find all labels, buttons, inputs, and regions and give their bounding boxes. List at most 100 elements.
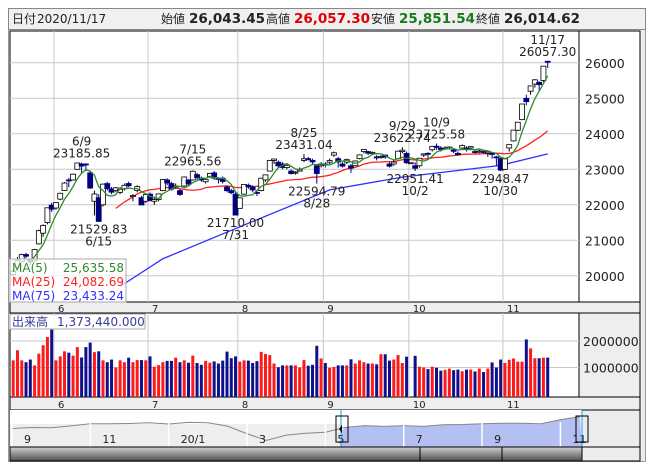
volume-bar (516, 361, 520, 397)
candle (249, 186, 256, 191)
open-value: 26,043.45 (189, 11, 266, 27)
price-tick-label: 26000 (585, 56, 625, 71)
volume-bar (276, 367, 280, 397)
navigator-left-handle[interactable] (335, 415, 349, 443)
candle (309, 160, 316, 163)
volume-bar (97, 351, 101, 397)
candle (450, 149, 457, 152)
volume-bar (15, 350, 19, 397)
high-annotation-value: 23725.58 (408, 128, 465, 142)
volume-bar (204, 360, 208, 397)
volume-bar (187, 362, 191, 397)
navigator-label: 9 (24, 433, 31, 446)
volume-bar (63, 351, 67, 397)
volume-bar (298, 367, 302, 397)
volume-bar (293, 365, 297, 397)
low-annotation-date: 10/30 (483, 184, 518, 198)
navigator-label: 7 (416, 433, 423, 446)
volume-bar (71, 355, 75, 397)
navigator-right-handle[interactable] (575, 415, 589, 443)
candle (164, 179, 171, 184)
candle (185, 179, 192, 185)
navigator-label: 3 (259, 433, 266, 446)
volume-bar (221, 360, 225, 397)
candle (241, 184, 248, 195)
volume-bar (37, 353, 41, 397)
navigator-label: 11 (572, 433, 586, 446)
volume-bar (195, 362, 199, 397)
volume-bar (511, 358, 515, 397)
volume-bar (11, 360, 15, 397)
candle (536, 81, 543, 86)
volume-bar (435, 367, 439, 397)
legend-label: MA(5) (12, 261, 48, 275)
candle (484, 151, 491, 154)
volume-bar (259, 351, 263, 397)
volume-bar (182, 360, 186, 397)
candle (506, 144, 513, 149)
volume-bar (447, 368, 451, 397)
candle (412, 165, 419, 169)
volume-bar (28, 359, 32, 397)
candle (224, 186, 230, 192)
volume-bar (524, 339, 528, 397)
low-annotation-value: 22594.79 (288, 185, 345, 199)
volume-bar (285, 365, 289, 397)
volume-bar (311, 364, 315, 397)
volume-bar (246, 360, 250, 397)
ma5-line (29, 75, 549, 262)
volume-tick-label: 1000000 (583, 361, 639, 376)
candle (57, 192, 64, 200)
price-tick-label: 23000 (585, 162, 625, 177)
volume-bar (366, 363, 370, 397)
volume-bar (494, 367, 498, 397)
volume-bar (482, 372, 486, 397)
volume-bar (387, 360, 391, 397)
volume-bar (473, 371, 477, 397)
volume-bar (41, 345, 45, 397)
navigator-label: 9 (494, 433, 501, 446)
candle (292, 171, 299, 174)
volume-bar (541, 357, 545, 397)
volume-bar (469, 369, 473, 397)
low-annotation-value: 21529.83 (70, 222, 127, 236)
volume-bar (400, 362, 404, 397)
low-annotation-date: 7/31 (222, 228, 249, 242)
volume-bar (101, 360, 105, 397)
candle (544, 60, 551, 63)
date-value: 2020/11/17 (37, 12, 107, 26)
volume-bar (336, 365, 340, 397)
volume-bar (50, 329, 54, 397)
volume-bar (127, 357, 131, 397)
low-annotation-value: 22951.41 (387, 172, 444, 186)
price-panel (9, 30, 580, 303)
candle (305, 158, 312, 161)
legend-label: MA(25) (12, 275, 55, 289)
price-tick-label: 24000 (585, 127, 625, 142)
high-annotation-date: 11/17 (530, 33, 565, 47)
volume-tick-label: 2000000 (583, 334, 639, 349)
candle (502, 158, 508, 170)
candle (87, 172, 94, 189)
volume-bar (58, 356, 62, 397)
scrollbar-thumb[interactable] (9, 446, 583, 462)
candle (70, 173, 76, 181)
volume-bar (191, 355, 195, 397)
volume-bar (148, 356, 152, 397)
close-value: 26,014.62 (504, 11, 581, 27)
candle (369, 152, 376, 154)
volume-bar (370, 363, 374, 397)
volume-bar (537, 358, 541, 397)
month-label: 10 (413, 304, 426, 315)
candle (151, 199, 158, 202)
volume-bar (422, 367, 426, 397)
candle (236, 197, 243, 209)
price-date-axis (9, 301, 641, 314)
navigator-label: 11 (102, 433, 116, 446)
volume-bar (477, 368, 481, 397)
volume-bar (396, 355, 400, 397)
volume-bar (426, 369, 430, 397)
month-label: 8 (242, 304, 248, 315)
volume-bar (345, 365, 349, 397)
